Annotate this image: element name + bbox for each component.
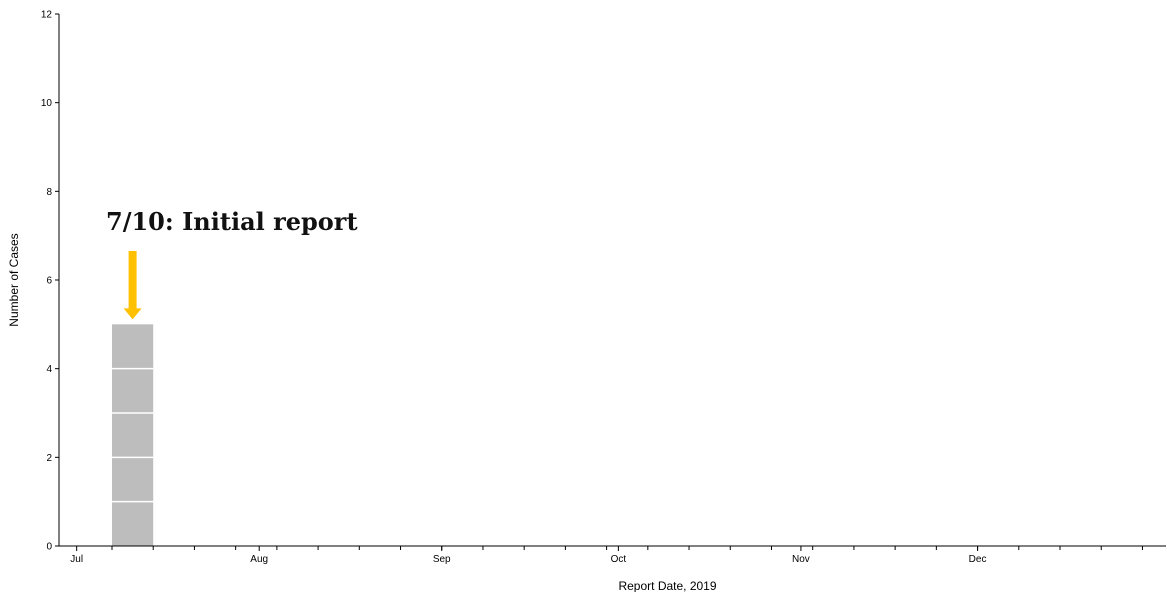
bars-group bbox=[111, 324, 154, 546]
y-tick-label: 10 bbox=[41, 98, 53, 109]
y-axis: 0 2 4 6 8 10 12 bbox=[41, 10, 60, 553]
y-tick-label: 8 bbox=[46, 187, 52, 198]
x-axis-label: Report Date, 2019 bbox=[618, 579, 716, 592]
bar bbox=[111, 324, 154, 546]
annotation: 7/10: Initial report bbox=[106, 207, 358, 320]
arrow-head bbox=[123, 308, 142, 320]
x-axis: Jul Aug Sep Oct Nov Dec bbox=[59, 545, 1166, 565]
x-tick-label: Nov bbox=[792, 554, 810, 565]
x-tick-label: Dec bbox=[969, 554, 987, 565]
x-tick-label: Sep bbox=[433, 554, 451, 565]
y-axis-label: Number of Cases bbox=[7, 233, 21, 326]
x-tick-label: Aug bbox=[250, 554, 268, 565]
x-tick-label: Oct bbox=[611, 554, 627, 565]
arrow-shaft bbox=[128, 251, 137, 310]
y-tick-label: 0 bbox=[46, 542, 52, 553]
y-tick-label: 12 bbox=[41, 10, 53, 21]
y-tick-label: 6 bbox=[46, 276, 52, 287]
y-tick-label: 2 bbox=[46, 453, 52, 464]
x-tick-label: Jul bbox=[70, 554, 83, 565]
down-arrow-icon bbox=[123, 251, 142, 320]
y-tick-label: 4 bbox=[46, 364, 52, 375]
annotation-text: 7/10: Initial report bbox=[106, 207, 358, 236]
